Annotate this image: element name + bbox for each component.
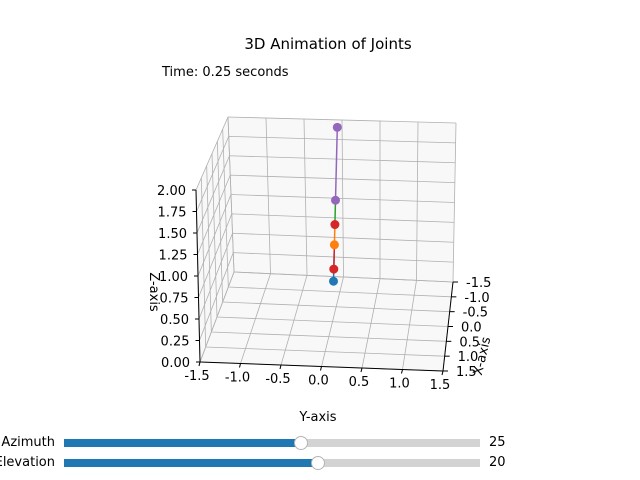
azimuth-fill	[64, 439, 302, 447]
grid-line-z	[197, 174, 455, 255]
z-tick-label: 0.50	[160, 313, 189, 328]
z-tick-label: 1.50	[158, 227, 187, 242]
joint-marker	[330, 220, 340, 230]
y-tick-mark	[360, 367, 363, 373]
y-tick-mark	[441, 370, 444, 376]
joint-marker	[332, 122, 342, 132]
grid-line-z	[196, 135, 456, 212]
grid-line-z	[199, 252, 454, 341]
elevation-handle[interactable]	[310, 456, 325, 470]
azimuth-handle[interactable]	[294, 436, 309, 450]
x-tick-label: -1.5	[466, 276, 491, 291]
z-tick-label: 0.25	[161, 335, 190, 350]
tick-labels: -1.5 -1.0 -0.5 0.0 0.5 1.0 1.5-1.5-1.0-0.50.00…	[157, 184, 491, 393]
x-tick-label: 0.5	[459, 335, 480, 350]
y-tick-label: 0.5	[349, 375, 370, 390]
time-text: Time: 0.25 seconds	[161, 65, 289, 80]
z-tick-label: 2.00	[157, 184, 186, 199]
joint-marker	[329, 276, 338, 286]
grid-line-z	[195, 116, 457, 191]
elevation-track[interactable]	[64, 456, 480, 470]
z-tick-label: 1.00	[159, 270, 188, 285]
back-pane	[228, 117, 456, 282]
z-tick-label: 1.25	[159, 249, 188, 264]
z-tick-label: 0.75	[160, 292, 189, 307]
joint-marker	[331, 195, 340, 205]
axes-panes	[196, 117, 456, 371]
azimuth-label: Azimuth	[1, 435, 55, 450]
elevation-value: 20	[489, 455, 506, 470]
x-tick-label: 0.0	[461, 321, 482, 336]
chart-title: 3D Animation of Joints	[244, 35, 411, 53]
y-tick-label: -0.5	[265, 372, 290, 387]
y-tick-mark	[320, 366, 322, 371]
grid-line-z	[199, 271, 454, 363]
y-tick-label: 0.0	[308, 374, 329, 389]
y-tick-mark	[401, 369, 403, 374]
elevation-fill	[64, 459, 318, 467]
y-tick-mark	[279, 364, 282, 370]
x-tick-label: 1.5	[456, 365, 477, 380]
z-tick-label: 1.75	[158, 206, 187, 221]
z-tick-label: 0.00	[161, 356, 190, 371]
azimuth-value: 25	[489, 435, 506, 450]
elevation-slider[interactable]: Elevation 20	[0, 455, 640, 471]
y-tick-mark	[239, 363, 241, 368]
x-tick-label: 1.0	[458, 350, 479, 365]
grid-line-z	[198, 232, 454, 320]
grid-line-z	[197, 194, 455, 277]
y-tick-label: -1.0	[225, 371, 250, 386]
azimuth-slider[interactable]: Azimuth 25	[0, 435, 640, 451]
skeleton-segment	[334, 127, 339, 201]
z-axis-label: Z-axis	[146, 272, 161, 312]
joint-markers	[329, 122, 342, 286]
joint-marker	[329, 264, 339, 274]
y-tick-label: 1.5	[430, 378, 451, 393]
y-tick-mark	[198, 361, 201, 367]
x-tick-label: -0.5	[463, 306, 488, 321]
x-tick-label: -1.0	[464, 291, 489, 306]
elevation-label: Elevation	[0, 455, 55, 470]
y-tick-label: -1.5	[184, 369, 209, 384]
azimuth-track[interactable]	[64, 436, 480, 450]
y-tick-label: 1.0	[389, 377, 410, 392]
grid-line-z	[196, 155, 456, 234]
joint-marker	[329, 240, 339, 250]
y-axis-label: Y-axis	[298, 410, 336, 425]
grid-line-z	[198, 213, 455, 298]
